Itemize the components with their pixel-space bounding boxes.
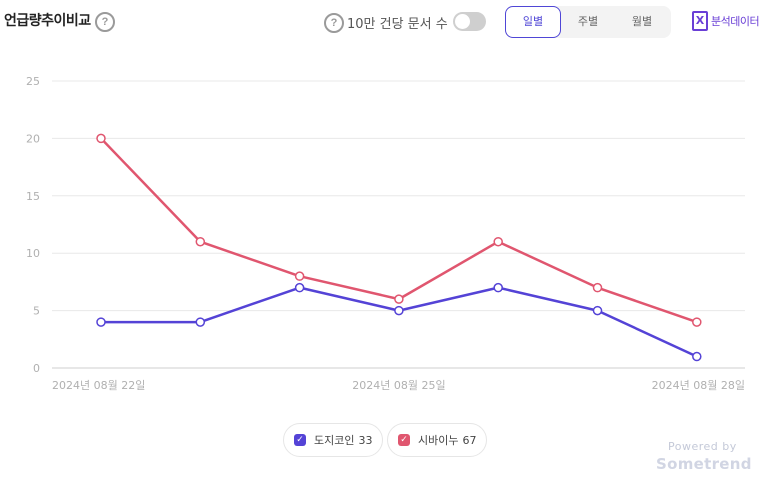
data-point <box>493 282 503 293</box>
data-point <box>195 236 206 247</box>
data-point <box>592 305 603 316</box>
y-tick-label: 5 <box>33 305 40 318</box>
data-point <box>394 294 404 304</box>
y-tick-label: 25 <box>26 75 40 88</box>
data-point <box>96 317 106 327</box>
checkbox-icon: ✓ <box>294 434 306 446</box>
tab-monthly[interactable]: 월별 <box>631 15 653 28</box>
data-point <box>592 282 603 293</box>
legend-count: 33 <box>358 433 373 447</box>
data-point <box>294 271 305 281</box>
x-tick-label: 2024년 08월 25일 <box>352 378 445 392</box>
help-icon[interactable]: ? <box>95 12 115 32</box>
per-doc-toggle[interactable] <box>453 12 486 31</box>
excel-label: 분석데이터 <box>711 15 760 28</box>
period-tabs: 일별 주별 월별 <box>505 6 671 38</box>
excel-download-button[interactable]: X 분석데이터 <box>692 11 760 31</box>
data-point <box>692 351 702 362</box>
legend-label: 시바이누 <box>418 434 459 447</box>
data-point <box>96 133 106 144</box>
data-point <box>493 236 503 247</box>
tab-weekly[interactable]: 주별 <box>577 15 599 28</box>
y-tick-label: 20 <box>26 132 40 145</box>
data-point <box>195 317 206 327</box>
powered-by-text: Powered by <box>668 440 737 453</box>
per-doc-help-icon[interactable]: ? <box>324 13 344 33</box>
y-tick-label: 15 <box>26 190 40 203</box>
legend-item-dogecoin[interactable]: ✓ 도지코인 33 <box>283 423 384 457</box>
y-tick-label: 0 <box>33 362 40 375</box>
legend-label: 도지코인 <box>314 434 355 447</box>
toggle-knob <box>455 14 470 29</box>
brand-logo: Sometrend <box>656 455 752 473</box>
excel-icon: X <box>692 11 708 31</box>
x-tick-label: 2024년 08월 28일 <box>652 378 745 392</box>
data-point <box>692 317 702 327</box>
data-point <box>294 282 305 293</box>
legend-item-shibainu[interactable]: ✓ 시바이누 67 <box>387 423 488 457</box>
per-doc-label: 10만 건당 문서 수 <box>347 17 448 32</box>
x-tick-label: 2024년 08월 22일 <box>52 378 145 392</box>
line-chart: 0 5 10 15 20 25 2024년 08월 22일 2024년 08월 25일 2024… <box>26 75 745 392</box>
y-tick-label: 10 <box>26 247 40 260</box>
page-title: 언급량추이비교 <box>4 13 91 29</box>
tab-daily[interactable]: 일별 <box>505 6 561 38</box>
legend-count: 67 <box>462 433 477 447</box>
data-point <box>394 305 404 316</box>
checkbox-icon: ✓ <box>398 434 410 446</box>
